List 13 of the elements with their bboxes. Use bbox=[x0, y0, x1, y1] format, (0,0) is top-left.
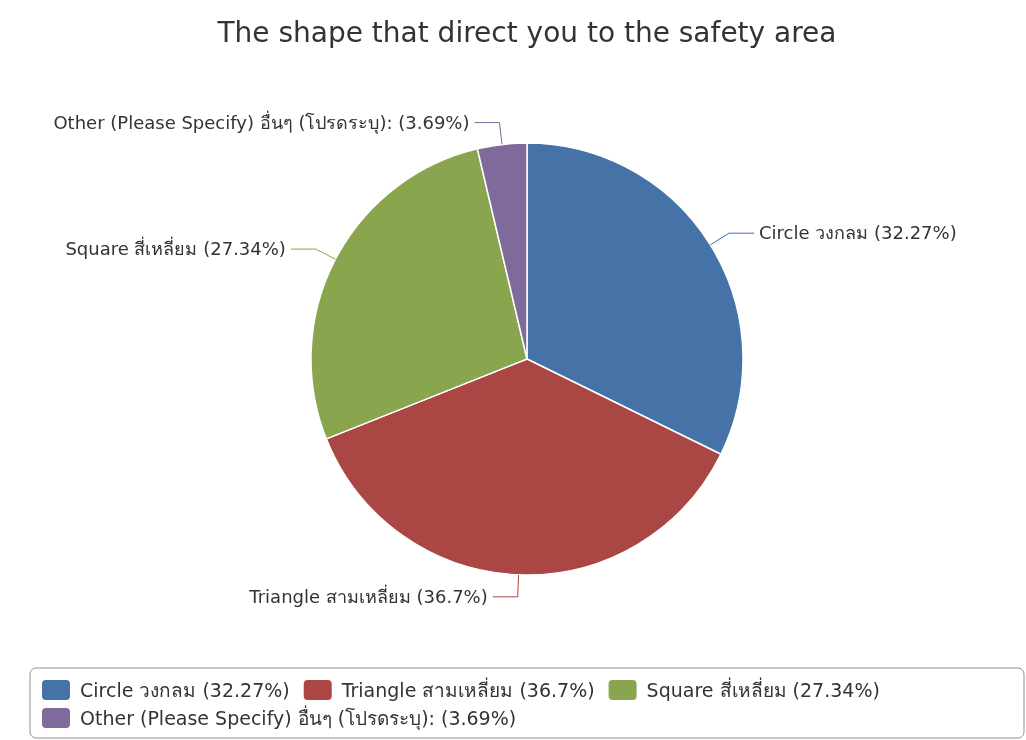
slice-label: Square สี่เหลี่ยม (27.34%) bbox=[65, 236, 286, 260]
legend-item: Other (Please Specify) อื่นๆ (โปรดระบุ): (3.69%) bbox=[42, 707, 517, 729]
slice-label: Triangle สามเหลี่ยม (36.7%) bbox=[248, 583, 488, 607]
legend-label: Circle วงกลม (32.27%) bbox=[80, 679, 290, 701]
legend-label: Square สี่เหลี่ยม (27.34%) bbox=[646, 677, 880, 701]
legend-item: Triangle สามเหลี่ยม (36.7%) bbox=[303, 679, 595, 701]
legend-label: Other (Please Specify) อื่นๆ (โปรดระบุ): (3.69%) bbox=[80, 705, 517, 731]
slice-label: Circle วงกลม (32.27%) bbox=[759, 222, 957, 244]
legend-item: Square สี่เหลี่ยม (27.34%) bbox=[608, 679, 880, 701]
slice-label: Other (Please Specify) อื่นๆ (โปรดระบุ): (3.69%) bbox=[53, 109, 470, 134]
legend-item: Circle วงกลม (32.27%) bbox=[42, 679, 290, 701]
legend-label: Triangle สามเหลี่ยม (36.7%) bbox=[340, 677, 595, 701]
chart-title: The shape that direct you to the safety area bbox=[216, 16, 837, 49]
